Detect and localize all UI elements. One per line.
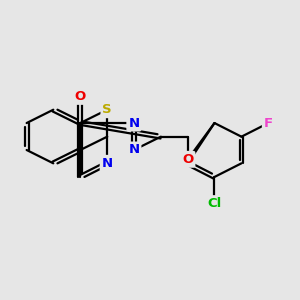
Text: O: O	[182, 153, 194, 166]
Text: Cl: Cl	[207, 197, 222, 210]
Text: N: N	[128, 116, 140, 130]
Text: N: N	[102, 157, 113, 170]
Text: S: S	[102, 103, 112, 116]
Text: O: O	[75, 90, 86, 103]
Text: F: F	[264, 116, 273, 130]
Text: N: N	[128, 143, 140, 157]
